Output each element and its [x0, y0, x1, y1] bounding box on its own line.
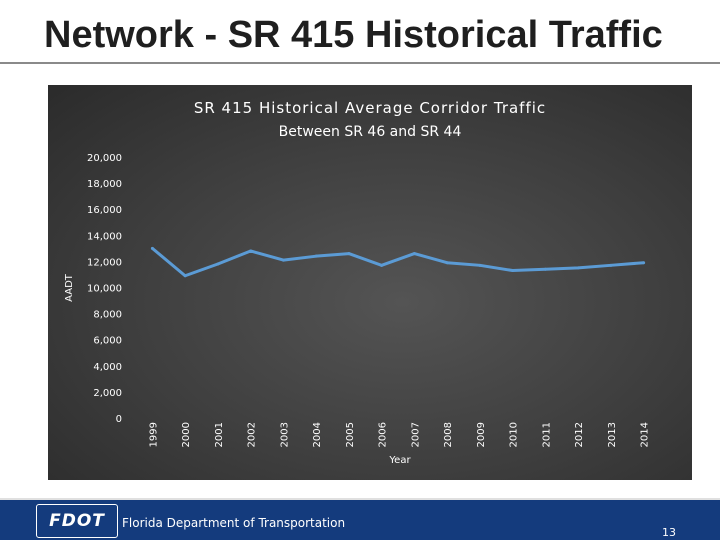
- slide-title: Network - SR 415 Historical Traffic: [44, 14, 663, 56]
- data-point: [183, 274, 187, 278]
- data-point: [478, 263, 482, 267]
- x-tick-label: 2001: [214, 422, 225, 447]
- footer-bar: [0, 500, 720, 540]
- footer-org-name: Florida Department of Transportation: [122, 516, 346, 530]
- x-tick-label: 2003: [279, 422, 290, 447]
- y-tick-label: 18,000: [87, 179, 122, 190]
- y-tick-label: 6,000: [93, 336, 122, 347]
- x-tick-labels: 1999 2000 2001 2002 2003 2004 2005 2006 2007 2008…: [148, 422, 650, 447]
- y-tick-label: 20,000: [87, 153, 122, 164]
- data-point: [543, 267, 547, 271]
- x-tick-label: 2000: [181, 422, 192, 447]
- chart-panel: SR 415 Historical Average Corridor Traff…: [48, 85, 692, 480]
- y-tick-label: 0: [116, 414, 122, 425]
- y-tick-label: 2,000: [93, 388, 122, 399]
- data-point: [216, 262, 220, 266]
- y-tick-label: 8,000: [93, 310, 122, 321]
- data-point: [642, 261, 646, 265]
- data-point: [576, 266, 580, 270]
- data-point: [380, 263, 384, 267]
- logo-text: FDOT: [49, 511, 105, 531]
- fdot-logo: FDOT: [36, 504, 118, 538]
- x-tick-label: 2013: [607, 422, 618, 447]
- x-tick-label: 2010: [509, 422, 520, 447]
- x-tick-label: 2005: [345, 422, 356, 447]
- y-tick-label: 10,000: [87, 284, 122, 295]
- y-axis-label: AADT: [64, 273, 75, 302]
- x-tick-label: 1999: [148, 422, 159, 447]
- x-tick-label: 2002: [247, 422, 258, 447]
- chart-subtitle: Between SR 46 and SR 44: [279, 124, 462, 140]
- data-point: [347, 252, 351, 256]
- data-point: [249, 249, 253, 253]
- y-tick-label: 4,000: [93, 362, 122, 373]
- x-tick-label: 2011: [541, 422, 552, 447]
- x-tick-label: 2006: [378, 422, 389, 447]
- series-line: [151, 247, 644, 278]
- x-tick-label: 2008: [443, 422, 454, 447]
- data-point: [314, 254, 318, 258]
- y-tick-label: 12,000: [87, 257, 122, 268]
- y-tick-label: 14,000: [87, 231, 122, 242]
- x-tick-label: 2012: [574, 422, 585, 447]
- x-tick-label: 2014: [640, 422, 651, 447]
- data-point: [609, 263, 613, 267]
- data-point: [412, 252, 416, 256]
- data-point: [445, 261, 449, 265]
- x-tick-label: 2009: [476, 422, 487, 447]
- x-tick-label: 2004: [312, 422, 323, 447]
- data-point: [281, 258, 285, 262]
- title-divider: [0, 62, 720, 64]
- series-layer: [150, 246, 646, 278]
- y-tick-labels: 0 2,000 4,000 6,000 8,000 10,000 12,000 14,000 1…: [87, 153, 122, 425]
- y-tick-label: 16,000: [87, 205, 122, 216]
- line-chart: SR 415 Historical Average Corridor Traff…: [64, 99, 651, 466]
- page-number: 13: [662, 526, 676, 539]
- chart-title: SR 415 Historical Average Corridor Traff…: [194, 99, 546, 117]
- data-point: [150, 246, 154, 250]
- data-point: [511, 269, 515, 273]
- x-tick-label: 2007: [410, 422, 421, 447]
- footer-divider: [0, 498, 720, 500]
- x-axis-label: Year: [388, 455, 411, 466]
